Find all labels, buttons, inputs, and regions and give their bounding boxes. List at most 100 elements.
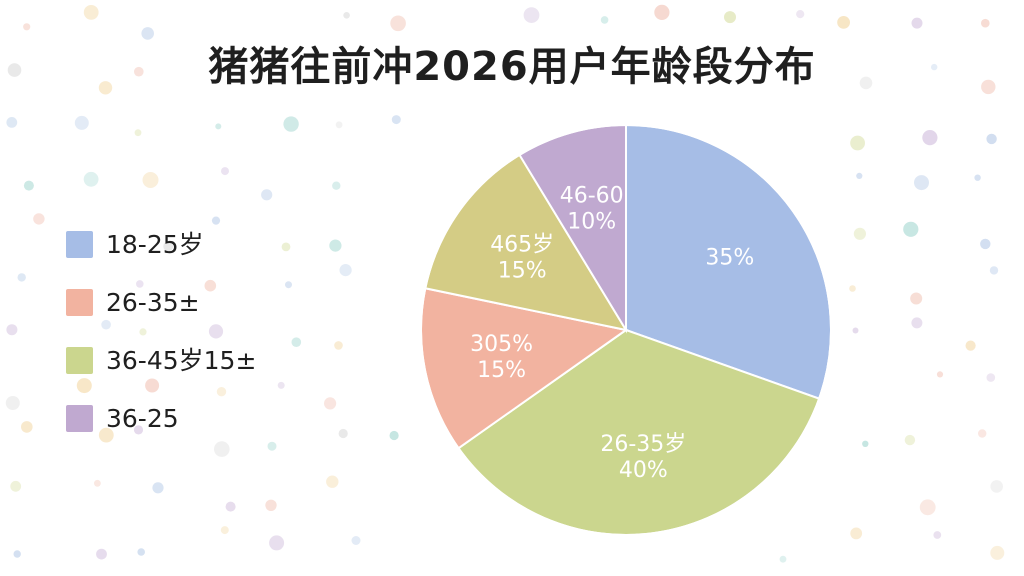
background-dot <box>142 172 159 188</box>
legend-label: 18-25岁 <box>106 230 204 259</box>
background-dot <box>225 501 236 512</box>
background-dot <box>390 15 406 32</box>
background-dot <box>329 239 342 252</box>
background-dot <box>94 479 101 487</box>
background-dot <box>23 23 31 31</box>
background-dot <box>265 499 277 511</box>
background-dot <box>981 79 996 95</box>
background-dot <box>23 180 34 191</box>
background-dot <box>204 279 217 292</box>
legend-label: 36-25 <box>106 404 179 433</box>
legend-swatch <box>66 231 93 258</box>
background-dot <box>980 238 991 250</box>
background-dot <box>965 340 976 351</box>
background-dot <box>134 66 144 77</box>
background-dot <box>332 181 341 190</box>
background-dot <box>134 129 142 137</box>
background-dot <box>13 550 21 558</box>
background-dot <box>7 63 22 77</box>
slice-label-5: 10% <box>567 210 616 235</box>
slice-label-4: 465岁 <box>490 233 554 258</box>
background-dot <box>139 328 147 336</box>
background-dot <box>989 266 999 275</box>
background-dot <box>261 189 273 201</box>
legend: 18-25岁 26-35± 36-45岁15± 36-25 <box>66 228 366 460</box>
chart-title: 猪猪往前冲2026用户年龄段分布 <box>208 44 816 90</box>
background-dot <box>911 317 923 329</box>
background-dot <box>339 264 352 277</box>
background-dot <box>850 135 865 151</box>
background-dot <box>269 535 285 551</box>
background-dot <box>335 121 343 129</box>
background-dot <box>137 548 145 556</box>
background-dot <box>334 341 343 350</box>
legend-item-3: 36-45岁15± <box>66 344 366 378</box>
background-dot <box>83 4 99 20</box>
background-dot <box>267 441 277 451</box>
legend-item-2: 26-35± <box>66 286 366 320</box>
background-dot <box>351 536 361 545</box>
legend-item-1: 18-25岁 <box>66 228 366 262</box>
background-dot <box>852 327 859 334</box>
background-dot <box>391 115 401 125</box>
background-dot <box>911 17 923 29</box>
slice-label-2: 40% <box>619 458 668 483</box>
background-dot <box>990 545 1005 560</box>
background-dot <box>10 480 22 492</box>
background-dot <box>98 81 113 95</box>
background-dot <box>136 280 144 288</box>
background-dot <box>33 213 45 225</box>
background-dot <box>919 499 936 516</box>
slice-label-3: 305% <box>470 332 533 357</box>
background-dot <box>779 555 787 563</box>
slice-label-5: 46-60 <box>560 184 624 209</box>
background-dot <box>981 18 990 28</box>
background-dot <box>862 440 869 447</box>
background-dot <box>850 527 863 540</box>
background-dot <box>986 133 997 145</box>
background-dot <box>974 174 981 181</box>
background-dot <box>837 16 850 29</box>
background-dot <box>990 480 1003 493</box>
background-dot <box>101 319 111 330</box>
background-dot <box>343 12 350 19</box>
background-dot <box>338 428 348 439</box>
background-dot <box>98 427 114 443</box>
background-dot <box>208 324 224 339</box>
background-dot <box>724 11 736 24</box>
background-dot <box>216 387 227 397</box>
background-dot <box>5 396 20 410</box>
background-dot <box>76 378 92 394</box>
slice-label-3: 15% <box>477 358 526 383</box>
background-dot <box>283 116 299 132</box>
background-dot <box>931 63 938 71</box>
background-dot <box>324 397 337 410</box>
background-dot <box>152 482 164 494</box>
background-dot <box>849 285 856 292</box>
background-dot <box>277 381 285 389</box>
background-dot <box>281 242 291 252</box>
legend-label: 36-45岁15± <box>106 346 257 375</box>
background-dot <box>74 115 89 130</box>
legend-swatch <box>66 347 93 374</box>
slice-label-4: 15% <box>498 259 547 284</box>
slice-label-1: 35% <box>705 246 754 271</box>
background-dot <box>903 221 919 237</box>
legend-item-4: 36-25 <box>66 402 366 436</box>
background-dot <box>221 167 229 176</box>
background-dot <box>600 16 609 24</box>
background-dot <box>389 430 399 441</box>
background-dot <box>936 371 944 378</box>
background-dot <box>326 475 339 488</box>
background-dot <box>856 172 863 179</box>
background-dot <box>853 227 867 240</box>
slice-label-2: 26-35岁 <box>600 432 686 457</box>
background-dot <box>796 10 805 19</box>
background-dot <box>17 273 26 282</box>
background-dot <box>914 175 929 191</box>
background-dot <box>163 241 174 252</box>
background-dot <box>96 548 107 560</box>
background-dot <box>933 531 942 539</box>
background-dot <box>220 526 229 535</box>
